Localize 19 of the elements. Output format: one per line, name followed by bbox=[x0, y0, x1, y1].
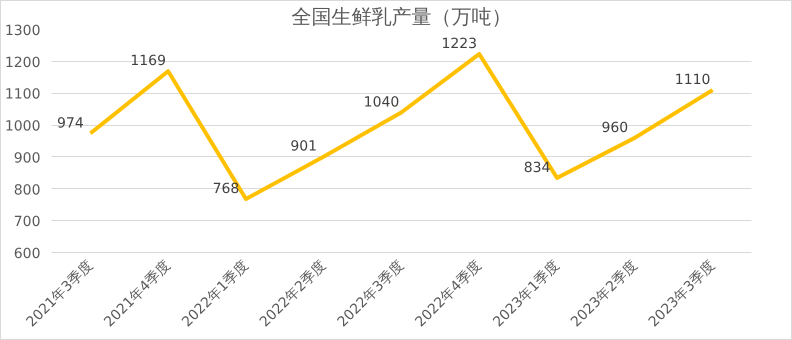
y-tick-label: 600 bbox=[14, 246, 41, 262]
y-tick-label: 1000 bbox=[4, 118, 41, 135]
data-label: 768 bbox=[212, 180, 240, 197]
data-label: 1040 bbox=[364, 94, 400, 110]
line-series bbox=[88, 52, 715, 201]
data-label: 1110 bbox=[674, 72, 710, 88]
data-label: 834 bbox=[524, 160, 551, 176]
data-label: 1223 bbox=[441, 36, 478, 52]
y-tick-label: 800 bbox=[14, 182, 41, 198]
data-label: 1169 bbox=[130, 53, 166, 70]
y-tick-label: 700 bbox=[14, 214, 41, 230]
chart-title: 全国生鲜乳产量（万吨） bbox=[292, 4, 512, 28]
y-tick-label: 1200 bbox=[4, 54, 41, 71]
y-tick-label: 1100 bbox=[4, 86, 41, 103]
data-label: 960 bbox=[601, 120, 628, 136]
y-tick-label: 900 bbox=[14, 150, 41, 166]
y-tick-label: 1300 bbox=[4, 23, 41, 39]
data-label: 901 bbox=[290, 138, 318, 155]
data-label: 974 bbox=[57, 115, 84, 132]
